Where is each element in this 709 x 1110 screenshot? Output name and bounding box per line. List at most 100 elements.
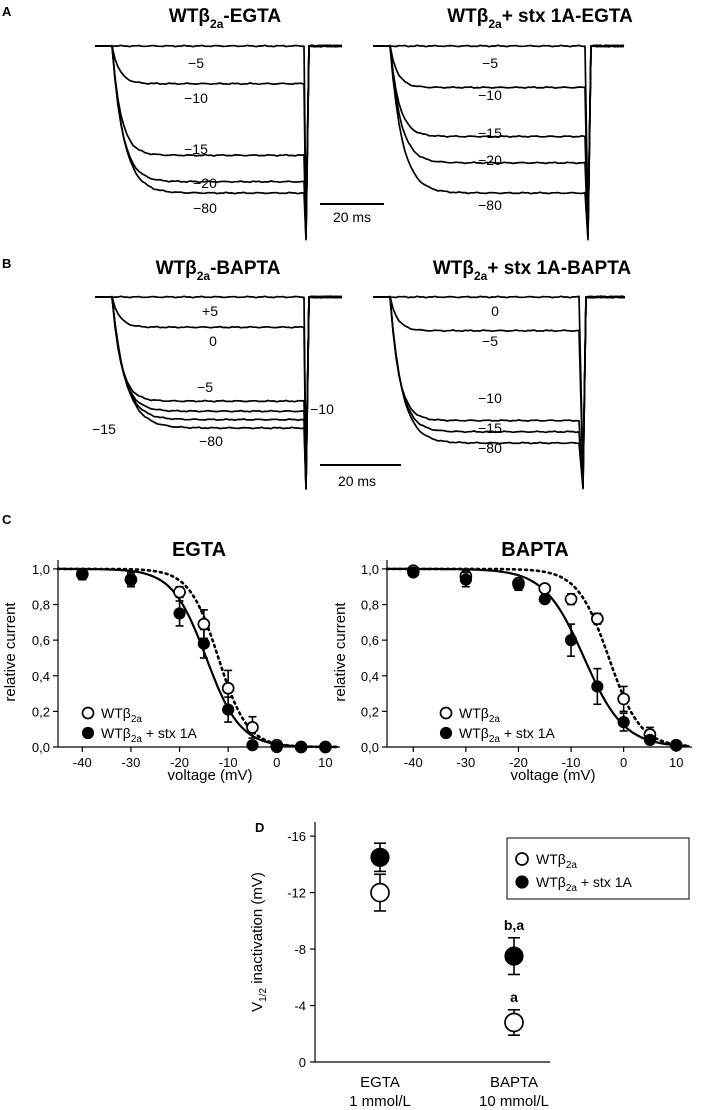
current-trace — [373, 295, 626, 490]
fit-curve-open — [56, 567, 339, 749]
data-point-filled — [370, 847, 390, 867]
current-trace — [95, 44, 343, 230]
panel-a-left-labels: −5 −10 −15 −20 −80 — [184, 55, 217, 216]
trace-label: −80 — [199, 433, 223, 449]
chart-c2-ylabel: relative current — [332, 602, 349, 702]
current-trace — [95, 44, 343, 240]
x-tick-label: -10 — [219, 755, 238, 770]
chart-c1-y-ticks: 0,0 0,2 0,4 0,6 0,8 1,0 — [32, 562, 58, 755]
significance-label: b,a — [504, 917, 524, 933]
legend-filled-marker — [439, 726, 453, 740]
panel-b-right-labels: 0 −5 −10 −15 −80 — [478, 303, 502, 456]
panel-a-right-labels: −5 −10 −15 −20 −80 — [478, 55, 502, 213]
data-point-filled — [459, 573, 472, 586]
legend-filled-label: WTβ2a + stx 1A — [101, 725, 197, 745]
chart-d-ylabel: V1/2 inactivation (mV) — [249, 872, 269, 1012]
panel-letter-b: B — [2, 256, 11, 271]
x-tick-label: -20 — [170, 755, 189, 770]
y-tick-label: 0,2 — [361, 704, 379, 719]
trace-label: −80 — [478, 197, 502, 213]
panel-b-left-traces — [95, 295, 343, 490]
y-tick-label: -4 — [294, 999, 306, 1014]
trace-label: −10 — [478, 390, 502, 406]
data-point-open — [370, 882, 390, 903]
x-tick-label: -20 — [509, 755, 528, 770]
current-trace — [95, 295, 343, 490]
legend-open-label: WTβ2a — [536, 851, 577, 871]
x-tick-label: 0 — [620, 755, 627, 770]
y-tick-label: 0,8 — [361, 598, 379, 613]
current-trace — [95, 44, 343, 237]
y-tick-label: 0,8 — [32, 598, 50, 613]
current-trace — [95, 44, 343, 226]
data-point-filled — [564, 634, 578, 647]
x-tick-label: -10 — [562, 755, 581, 770]
fit-curve-open — [385, 567, 691, 748]
data-point-filled — [670, 739, 683, 752]
trace-label: −20 — [478, 152, 502, 168]
panel-b-left-title: WTβ2a-BAPTA — [156, 258, 281, 283]
chart-c1-xlabel: voltage (mV) — [167, 767, 252, 784]
x-tick-label: -30 — [122, 755, 141, 770]
data-point-open — [617, 692, 630, 706]
chart-c1-x-ticks: -40 -30 -20 -10 0 10 — [73, 747, 333, 770]
y-tick-label: 0,6 — [361, 633, 379, 648]
chart-c2-x-ticks: -40 -30 -20 -10 0 10 — [404, 747, 683, 770]
legend-open-label: WTβ2a — [459, 705, 500, 725]
legend-open-marker — [81, 706, 95, 720]
y-tick-label: 0,4 — [361, 669, 379, 684]
data-point-filled — [512, 578, 525, 592]
data-point-filled — [222, 703, 235, 716]
chart-c1-legend: WTβ2a WTβ2a + stx 1A — [81, 705, 197, 745]
legend-filled-marker — [515, 875, 529, 889]
panel-a-right-traces — [373, 44, 625, 241]
data-point-open — [538, 582, 552, 595]
chart-c2-xlabel: voltage (mV) — [510, 767, 595, 784]
panel-b-scale-label: 20 ms — [338, 473, 376, 489]
current-trace — [95, 44, 343, 241]
fit-curve-filled — [387, 567, 690, 748]
chart-c1-ylabel: relative current — [2, 602, 19, 702]
data-point-filled — [270, 740, 283, 754]
y-tick-label: 0,0 — [32, 740, 50, 755]
panel-a-scale-label: 20 ms — [333, 209, 371, 225]
current-trace — [373, 44, 625, 235]
data-point-open — [173, 585, 186, 599]
trace-label: −5 — [482, 55, 498, 71]
current-trace — [95, 295, 343, 489]
current-trace — [95, 295, 343, 488]
current-trace — [95, 295, 343, 477]
data-point-open — [246, 721, 259, 734]
chart-d-axes — [314, 822, 550, 1063]
data-point-filled — [643, 733, 657, 746]
fit-curve-filled — [58, 567, 338, 748]
x-tick-label: -40 — [73, 755, 92, 770]
legend-filled-label: WTβ2a + stx 1A — [536, 874, 632, 894]
data-point-filled — [319, 740, 332, 754]
trace-label: +5 — [202, 303, 218, 319]
trace-label: −15 — [184, 141, 208, 157]
y-tick-label: -8 — [294, 942, 306, 957]
trace-label: −10 — [184, 90, 208, 106]
chart-c2-points — [406, 564, 683, 752]
chart-d-points: a b,a — [370, 842, 524, 1036]
y-tick-label: -16 — [287, 829, 306, 844]
data-point-open — [564, 592, 578, 606]
trace-label: 0 — [209, 333, 217, 349]
data-point-filled — [76, 568, 89, 581]
data-point-filled — [295, 740, 308, 754]
y-tick-label: 0,6 — [32, 633, 50, 648]
panel-b-left-labels: +5 0 −5 −10 −15 −80 — [92, 303, 334, 449]
chart-c1-fit-curves — [56, 567, 339, 749]
chart-d-legend: WTβ2a WTβ2a + stx 1A — [506, 837, 690, 900]
data-point-open — [197, 617, 211, 631]
x-tick-label: 0 — [273, 755, 280, 770]
panel-a-right-title: WTβ2a+ stx 1A-EGTA — [447, 6, 633, 31]
chart-c1-points — [75, 567, 332, 754]
data-point-filled — [504, 946, 524, 966]
current-trace — [373, 44, 625, 230]
panel-letter-c: C — [2, 512, 12, 527]
trace-label: −10 — [478, 87, 502, 103]
panel-a-left-title: WTβ2a-EGTA — [169, 6, 281, 31]
data-point-filled — [124, 573, 138, 586]
